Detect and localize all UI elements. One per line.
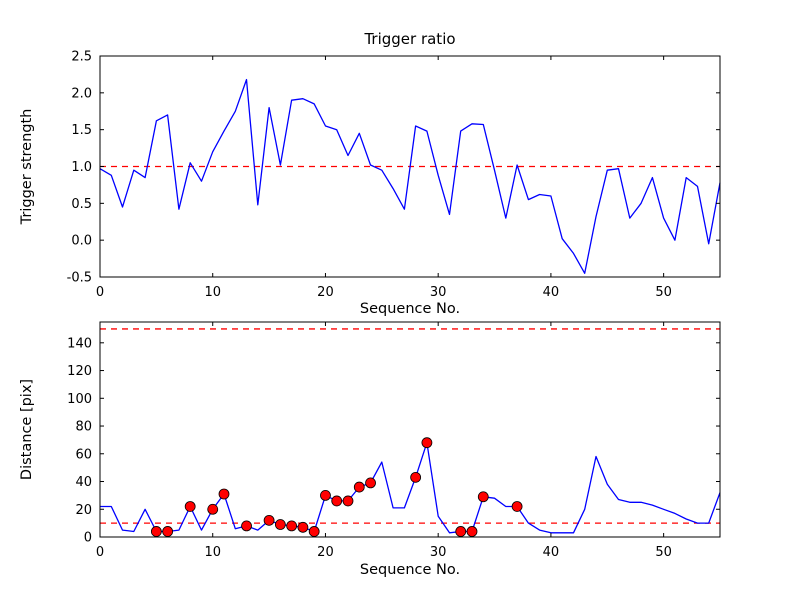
x-tick-label: 40	[543, 285, 560, 300]
x-tick-label: 50	[655, 545, 672, 560]
trigger-marker	[331, 495, 343, 507]
x-tick-label: 0	[96, 285, 104, 300]
trigger-marker	[297, 521, 309, 533]
trigger-marker	[511, 501, 523, 512]
y-tick-label: 0.0	[71, 234, 92, 249]
trigger-marker	[466, 526, 478, 537]
y-tick-label: 60	[75, 447, 92, 462]
data-line	[99, 78, 721, 274]
trigger-marker	[365, 477, 376, 489]
x-tick-label: 40	[543, 545, 560, 560]
x-tick-label: 20	[317, 285, 334, 300]
trigger-marker	[218, 488, 230, 500]
trigger-marker	[421, 437, 433, 449]
x-tick-label: 10	[204, 545, 221, 560]
y-tick-label: 40	[75, 475, 92, 490]
x-tick-label: 20	[317, 545, 334, 560]
trigger-marker	[207, 503, 219, 515]
y-tick-label: 1.0	[71, 160, 92, 175]
x-tick-label: 0	[96, 545, 104, 560]
y-tick-label: 2.0	[71, 86, 92, 101]
x-tick-label: 10	[204, 285, 221, 300]
x-axis-label: Sequence No.	[360, 301, 460, 317]
y-tick-label: 100	[67, 392, 92, 407]
y-tick-label: 0.5	[71, 197, 92, 212]
x-axis-label: Sequence No.	[360, 562, 460, 578]
trigger-marker	[274, 519, 286, 530]
trigger-marker	[162, 526, 174, 537]
trigger-marker	[150, 526, 162, 537]
x-tick-label: 30	[430, 285, 447, 300]
chart-title: Trigger ratio	[363, 30, 455, 48]
trigger-ratio-plot: 0 10 20 30 40 50 -0.5 0.0 0.5 1.0 1.5 2.0 2.5 Trigger…	[19, 30, 721, 317]
y-tick-label: 2.5	[71, 50, 92, 65]
trigger-marker	[477, 491, 489, 503]
y-tick-label: 1.5	[71, 123, 92, 138]
y-axis-label: Trigger strength	[19, 109, 35, 226]
y-tick-label: 140	[67, 336, 92, 351]
trigger-marker	[263, 514, 275, 526]
trigger-marker	[455, 526, 467, 537]
trigger-marker	[410, 471, 422, 483]
y-tick-label: 120	[67, 364, 92, 379]
axes-frame	[99, 321, 721, 538]
trigger-marker	[320, 489, 331, 501]
trigger-marker	[308, 526, 320, 537]
trigger-marker	[286, 520, 298, 532]
y-tick-label: 20	[75, 503, 92, 518]
distance-plot: 0 10 20 30 40 50 0 20 40 60 80 100 120 140 Sequence No…	[19, 321, 721, 578]
trigger-marker	[353, 481, 365, 493]
data-line	[100, 442, 721, 534]
y-tick-label: 80	[75, 420, 92, 435]
y-tick-label: -0.5	[67, 271, 92, 286]
x-tick-label: 50	[655, 285, 672, 300]
x-tick-label: 30	[430, 545, 447, 560]
trigger-marker	[184, 501, 196, 512]
trigger-marker	[342, 495, 354, 507]
y-axis-label: Distance [pix]	[19, 379, 35, 480]
y-tick-label: 0	[84, 531, 92, 546]
trigger-marker	[241, 520, 252, 532]
